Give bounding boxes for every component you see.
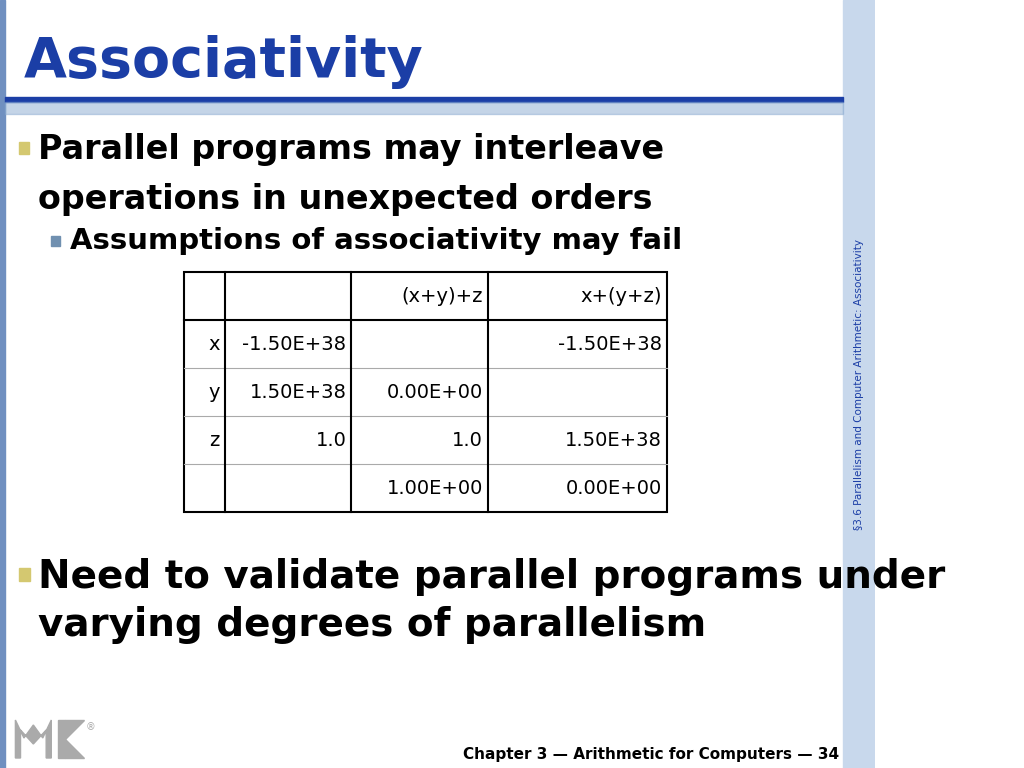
Text: §3.6 Parallelism and Computer Arithmetic: Associativity: §3.6 Parallelism and Computer Arithmetic…	[854, 239, 864, 529]
Text: 1.50E+38: 1.50E+38	[565, 431, 662, 449]
Text: Need to validate parallel programs under: Need to validate parallel programs under	[39, 558, 946, 596]
Text: Associativity: Associativity	[24, 35, 424, 89]
Bar	[51, 236, 59, 246]
Polygon shape	[65, 739, 84, 758]
Bar	[0, 0, 5, 768]
Text: z: z	[209, 431, 220, 449]
Text: -1.50E+38: -1.50E+38	[243, 335, 346, 353]
Text: 1.0: 1.0	[315, 431, 346, 449]
Bar	[5, 102, 843, 114]
Text: 0.00E+00: 0.00E+00	[565, 478, 662, 498]
Text: 1.00E+00: 1.00E+00	[387, 478, 483, 498]
Text: Chapter 3 — Arithmetic for Computers — 34: Chapter 3 — Arithmetic for Computers — 3…	[464, 746, 840, 762]
Text: varying degrees of parallelism: varying degrees of parallelism	[39, 606, 707, 644]
Text: (x+y)+z: (x+y)+z	[401, 286, 483, 306]
Text: -1.50E+38: -1.50E+38	[558, 335, 662, 353]
Text: 0.00E+00: 0.00E+00	[387, 382, 483, 402]
Bar	[18, 568, 30, 581]
Text: x+(y+z): x+(y+z)	[581, 286, 662, 306]
Text: 1.0: 1.0	[453, 431, 483, 449]
Bar	[18, 142, 29, 154]
Text: y: y	[208, 382, 220, 402]
Polygon shape	[65, 720, 84, 739]
Text: operations in unexpected orders: operations in unexpected orders	[39, 184, 653, 217]
Text: 1.50E+38: 1.50E+38	[250, 382, 346, 402]
Text: Assumptions of associativity may fail: Assumptions of associativity may fail	[70, 227, 682, 255]
Bar	[5, 97, 843, 102]
Bar	[58, 720, 65, 758]
Bar	[843, 0, 876, 768]
Bar	[184, 272, 667, 512]
Text: Parallel programs may interleave: Parallel programs may interleave	[39, 134, 665, 167]
Text: ®: ®	[85, 722, 95, 732]
Text: x: x	[208, 335, 220, 353]
Polygon shape	[15, 720, 51, 758]
